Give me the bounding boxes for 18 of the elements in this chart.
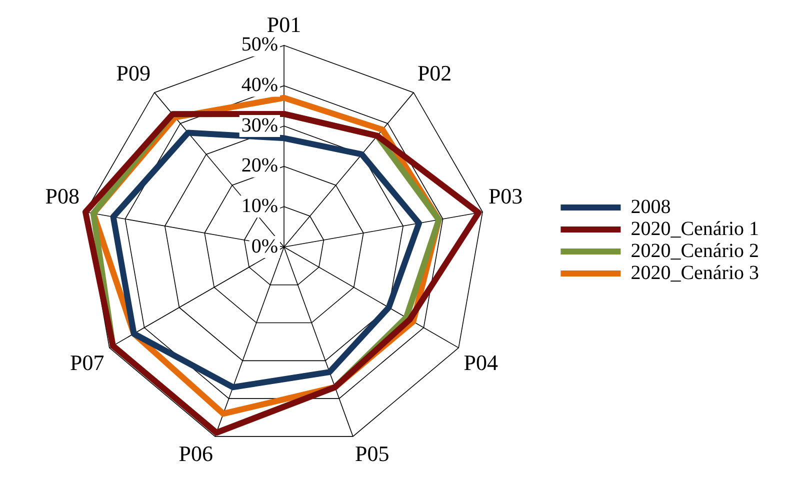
legend-label: 2020_Cenário 1	[630, 218, 759, 240]
y-tick-label: 40%	[241, 74, 278, 96]
spoke-label: P09	[116, 60, 151, 86]
spoke-label: P04	[464, 350, 498, 375]
y-tick-label: 30%	[241, 114, 278, 136]
spoke-label: P05	[355, 441, 390, 466]
legend-label: 2020_Cenário 2	[630, 240, 759, 262]
legend-label: 2020_Cenário 3	[630, 262, 759, 284]
legend-label: 2008	[630, 196, 671, 218]
spoke-label: P08	[45, 184, 80, 209]
spoke-label: P02	[417, 60, 452, 86]
y-tick-label: 20%	[241, 154, 278, 177]
y-tick-label: 0%	[251, 235, 278, 258]
spoke-label: P03	[488, 184, 523, 209]
spoke-label: P07	[70, 350, 104, 375]
y-tick-label: 10%	[241, 194, 278, 217]
spoke-label: P06	[178, 441, 213, 466]
y-tick-label: 50%	[241, 34, 278, 56]
